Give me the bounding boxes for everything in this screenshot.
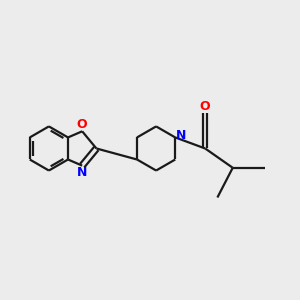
Text: O: O (200, 100, 211, 113)
Text: O: O (77, 118, 88, 131)
Text: N: N (77, 166, 87, 179)
Text: N: N (176, 129, 187, 142)
